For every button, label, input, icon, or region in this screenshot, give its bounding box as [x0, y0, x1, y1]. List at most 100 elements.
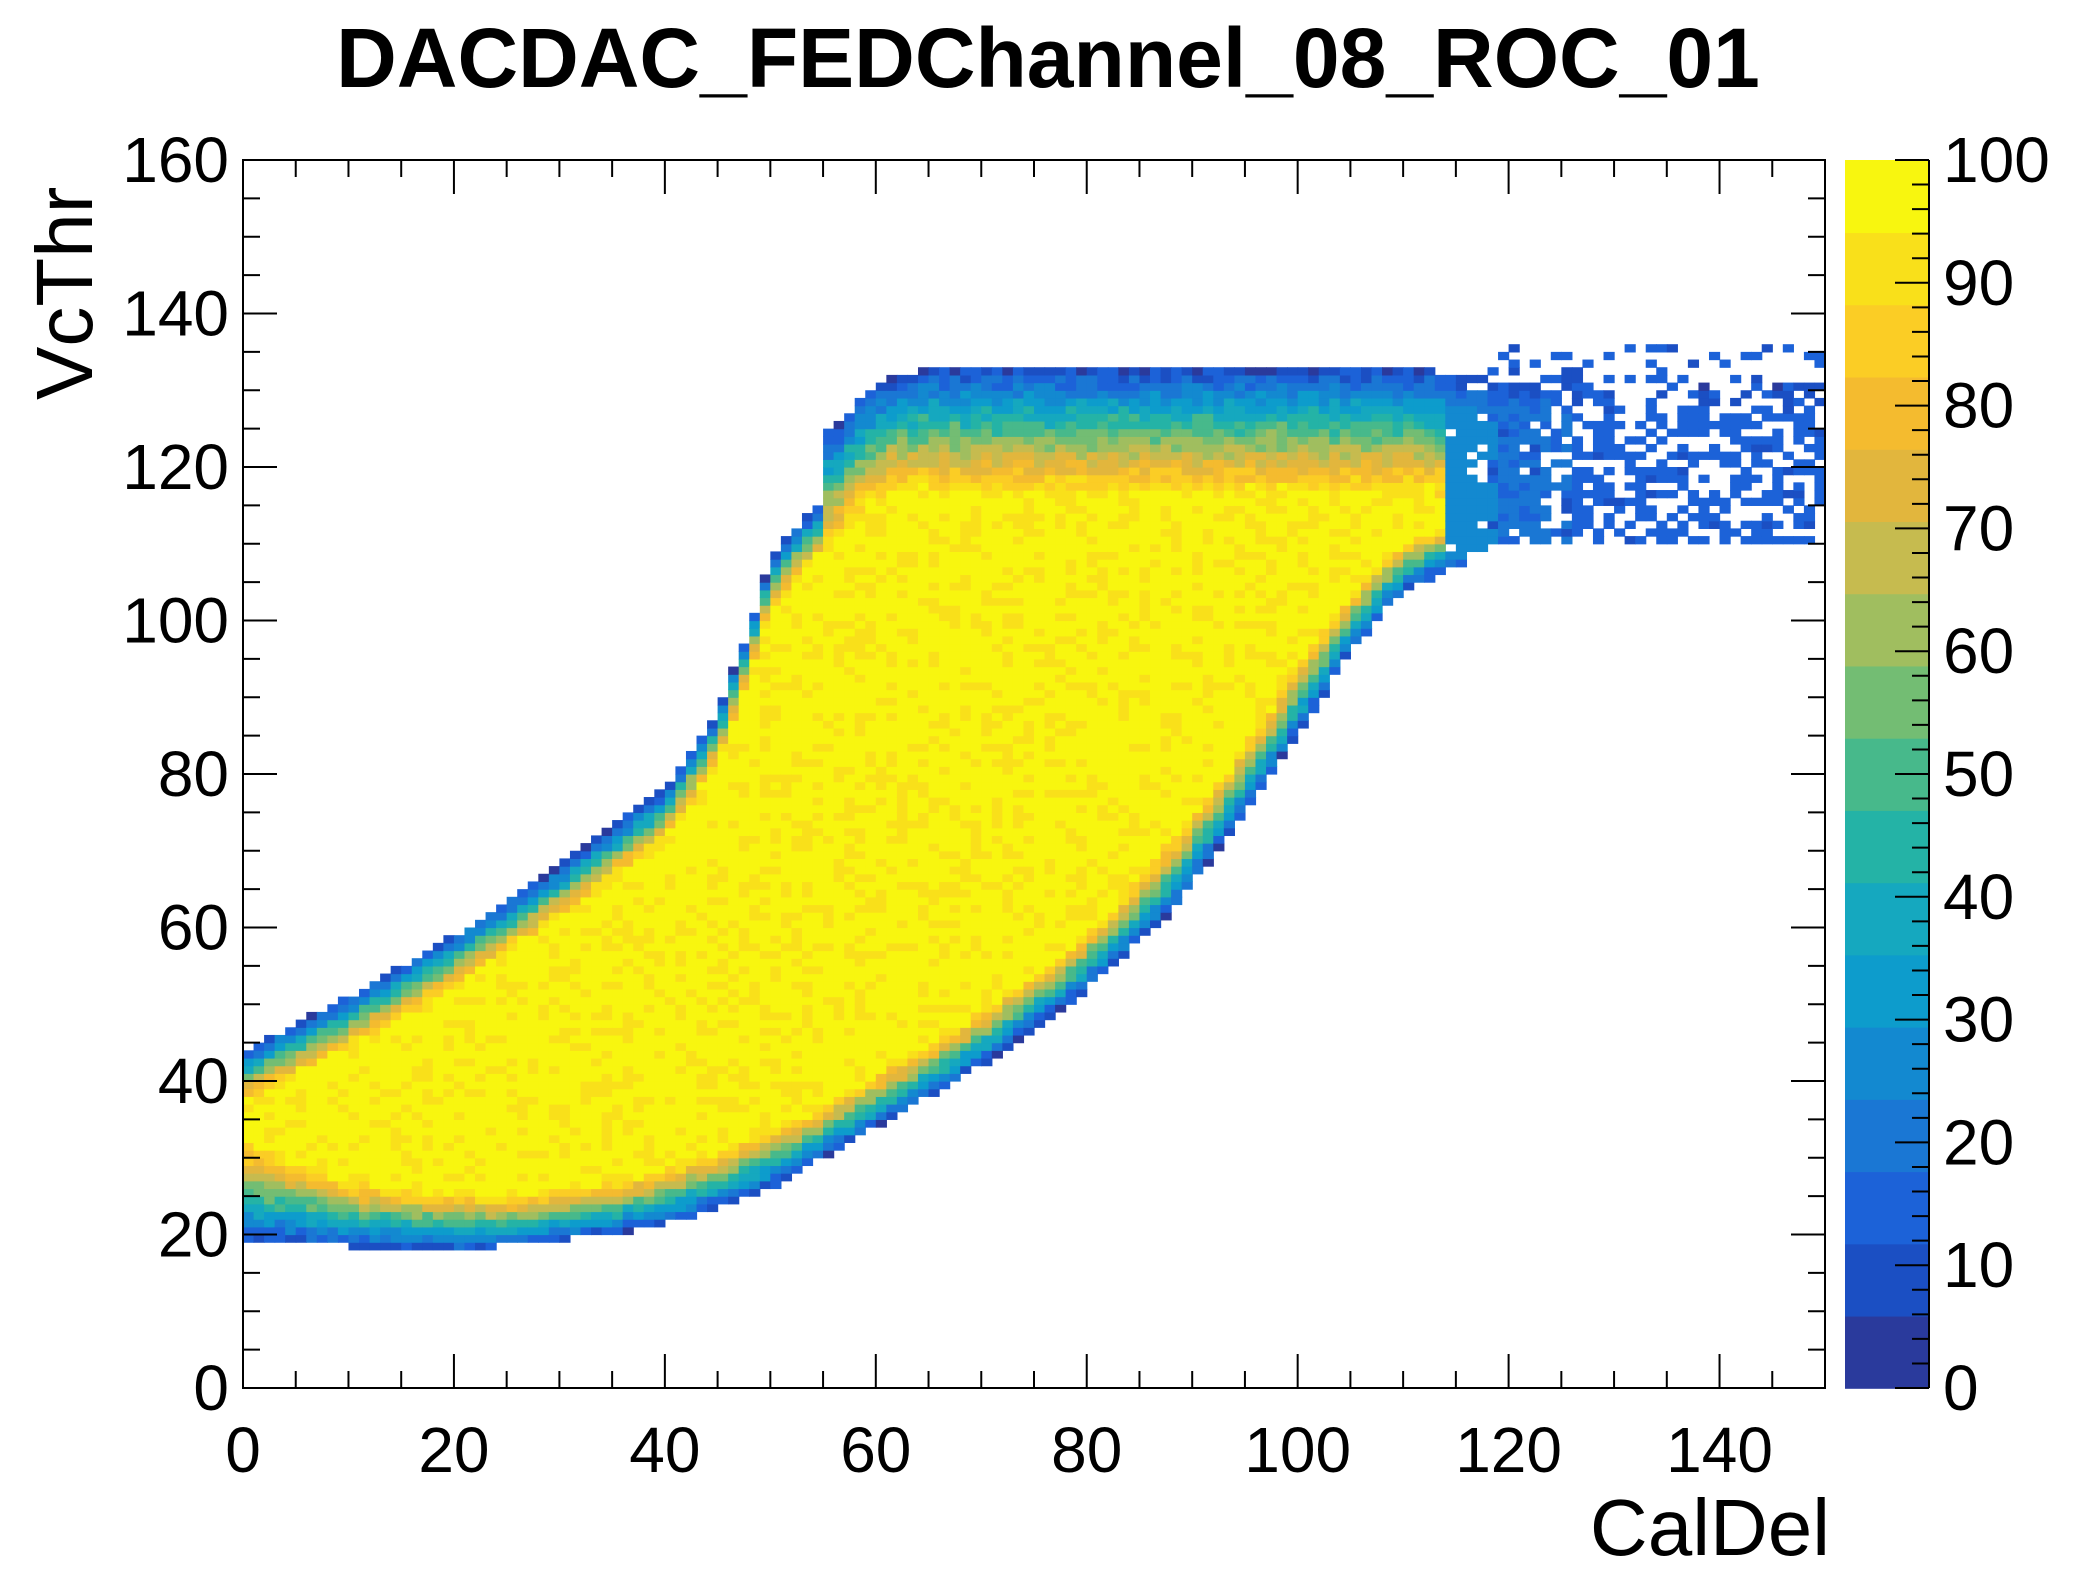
heatmap-cell — [844, 612, 856, 622]
heatmap-cell — [496, 965, 508, 975]
heatmap-cell — [622, 1104, 634, 1113]
heatmap-cell — [633, 820, 645, 829]
heatmap-cell — [801, 750, 814, 760]
heatmap-cell — [1023, 797, 1035, 806]
heatmap-cell — [928, 1088, 940, 1097]
heatmap-cell — [896, 528, 909, 537]
heatmap-cell — [1055, 797, 1067, 806]
heatmap-cell — [527, 996, 539, 1005]
heatmap-cell — [791, 1165, 803, 1174]
heatmap-cell — [833, 935, 845, 944]
heatmap-cell — [991, 712, 1003, 721]
heatmap-cell — [517, 1226, 529, 1236]
heatmap-cell — [991, 505, 1003, 514]
heatmap-cell — [380, 1096, 392, 1105]
heatmap-cell — [1002, 605, 1014, 614]
heatmap-cell — [316, 1057, 328, 1067]
heatmap-cell — [475, 1096, 487, 1105]
heatmap-cell — [1044, 896, 1056, 906]
heatmap-cell — [306, 1173, 318, 1182]
heatmap-cell — [728, 1050, 740, 1059]
heatmap-cell — [1023, 720, 1035, 729]
heatmap-cell — [664, 1180, 677, 1190]
heatmap-cell — [243, 1119, 255, 1128]
heatmap-cell — [1023, 843, 1035, 852]
heatmap-cell — [475, 1134, 487, 1143]
heatmap-cell — [791, 1150, 803, 1159]
heatmap-cell — [1065, 750, 1077, 760]
heatmap-cell — [580, 866, 592, 875]
heatmap-cell — [939, 1011, 951, 1021]
heatmap-cell — [749, 881, 761, 890]
heatmap-cell — [348, 1104, 360, 1113]
heatmap-cell — [970, 858, 982, 867]
heatmap-cell — [865, 1073, 877, 1082]
heatmap-cell — [717, 1019, 729, 1028]
heatmap-cell — [844, 443, 856, 453]
heatmap-cell — [1023, 881, 1035, 890]
heatmap-cell — [506, 1081, 518, 1090]
heatmap-cell — [559, 1150, 571, 1159]
heatmap-cell — [538, 1027, 550, 1036]
heatmap-cell — [991, 774, 1003, 783]
heatmap-cell — [886, 996, 898, 1005]
heatmap-cell — [1065, 781, 1077, 790]
heatmap-cell — [770, 1081, 782, 1090]
heatmap-cell — [991, 697, 1003, 706]
heatmap-cell — [696, 927, 708, 936]
heatmap-cell — [559, 1096, 571, 1105]
heatmap-cell — [833, 1111, 845, 1120]
heatmap-cell — [538, 1111, 550, 1120]
heatmap-cell — [770, 1173, 782, 1182]
heatmap-cell — [907, 482, 919, 491]
heatmap-cell — [696, 866, 708, 875]
heatmap-cell — [517, 1057, 529, 1067]
heatmap-cell — [401, 988, 413, 998]
heatmap-cell — [791, 704, 803, 714]
heatmap-cell — [707, 789, 719, 798]
heatmap-cell — [685, 827, 698, 837]
heatmap-cell — [991, 750, 1003, 760]
heatmap-cell — [401, 1119, 413, 1128]
heatmap-cell — [1065, 597, 1077, 606]
heatmap-cell — [654, 820, 666, 829]
heatmap-cell — [1065, 513, 1077, 522]
heatmap-cell — [1002, 528, 1014, 537]
heatmap-cell — [780, 1027, 793, 1036]
heatmap-cell — [1065, 390, 1077, 399]
heatmap-cell — [907, 1004, 919, 1013]
heatmap-cell — [316, 1211, 328, 1220]
heatmap-cell — [812, 988, 824, 998]
heatmap-cell — [896, 735, 909, 744]
heatmap-cell — [791, 950, 803, 959]
heatmap-cell — [770, 1050, 782, 1059]
heatmap-cell — [886, 950, 898, 959]
heatmap-cell — [359, 1073, 371, 1082]
heatmap-cell — [801, 919, 814, 929]
heatmap-cell — [738, 1127, 750, 1136]
heatmap-cell — [1055, 536, 1067, 545]
heatmap-cell — [1065, 559, 1077, 568]
heatmap-cell — [1023, 996, 1035, 1005]
heatmap-cell — [917, 697, 930, 706]
heatmap-cell — [981, 1004, 993, 1013]
heatmap-cell — [316, 1142, 328, 1151]
heatmap-cell — [1055, 965, 1067, 975]
heatmap-cell — [865, 935, 877, 944]
heatmap-cell — [643, 889, 655, 898]
heatmap-cell — [527, 1219, 539, 1228]
heatmap-cell — [1055, 720, 1067, 729]
heatmap-cell — [812, 1134, 824, 1143]
heatmap-cell — [390, 1142, 402, 1151]
heatmap-cell — [928, 827, 940, 837]
heatmap-cell — [886, 881, 898, 890]
heatmap-cell — [1055, 405, 1067, 414]
heatmap-cell — [591, 1042, 603, 1051]
heatmap-cell — [1023, 697, 1035, 706]
heatmap-cell — [865, 727, 877, 737]
heatmap-cell — [875, 566, 887, 576]
heatmap-cell — [1023, 428, 1035, 437]
heatmap-cell — [548, 1019, 560, 1028]
heatmap-cell — [823, 988, 835, 998]
heatmap-cell — [633, 958, 645, 967]
